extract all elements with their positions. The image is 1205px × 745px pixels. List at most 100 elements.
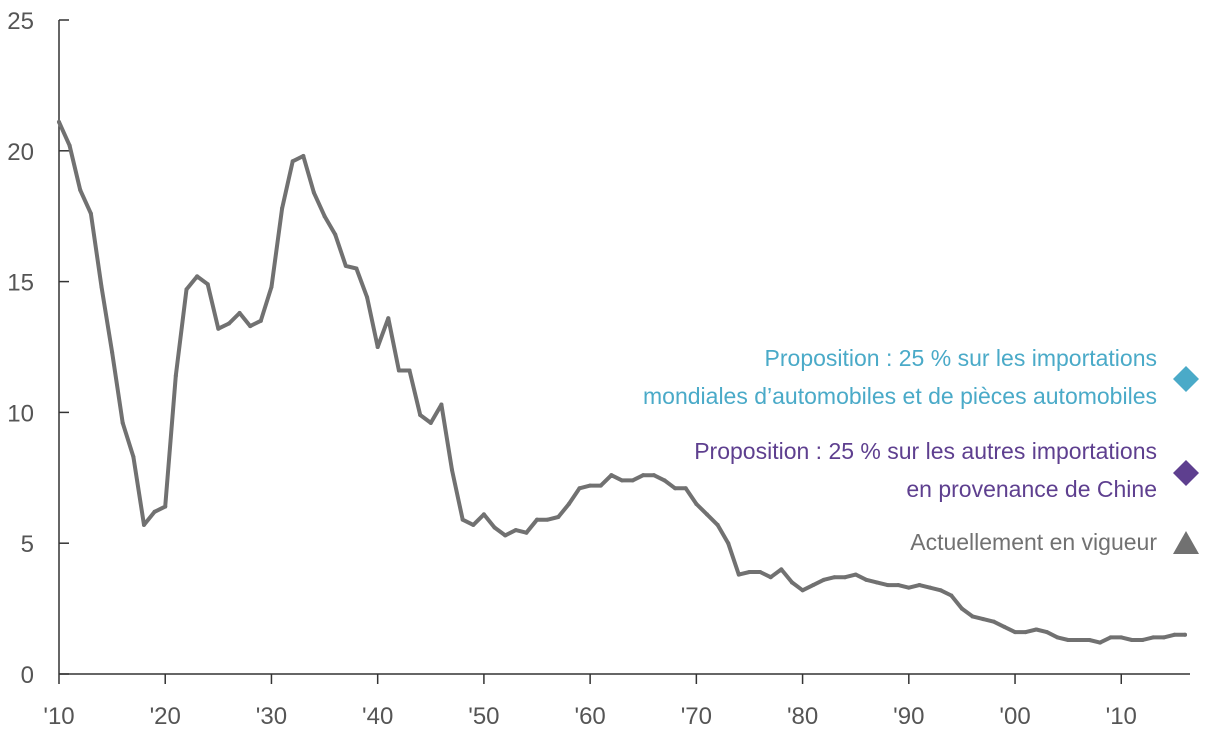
- data-point: [620, 478, 624, 483]
- data-point: [280, 206, 285, 211]
- data-point: [832, 575, 837, 580]
- data-point: [1002, 624, 1007, 629]
- data-point: [67, 143, 72, 148]
- data-point: [290, 159, 295, 164]
- data-point: [758, 569, 763, 574]
- data-point: [800, 588, 805, 593]
- annotation-world-autos-line-1: Proposition : 25 % sur les importations: [764, 345, 1157, 371]
- data-point: [673, 486, 678, 491]
- data-point: [333, 232, 338, 237]
- data-point: [173, 373, 178, 378]
- data-point: [811, 583, 816, 588]
- data-point: [715, 522, 720, 527]
- data-point: [78, 188, 83, 193]
- x-axis-ticks: '10 '20 '30 '40 '50 '60 '70 '80 '90 '00 '10: [43, 674, 1137, 730]
- data-point: [311, 190, 316, 195]
- data-point: [375, 345, 380, 349]
- y-tick-label: 5: [21, 531, 34, 558]
- data-point: [195, 274, 200, 279]
- data-point: [598, 483, 603, 488]
- data-point: [322, 214, 327, 219]
- data-point: [1098, 640, 1103, 645]
- x-tick-label: '70: [681, 703, 712, 730]
- data-point: [609, 473, 614, 478]
- data-point: [481, 512, 486, 517]
- data-point: [906, 585, 911, 590]
- data-point: [1076, 637, 1081, 642]
- data-point: [789, 580, 794, 585]
- data-point: [131, 454, 136, 459]
- data-point: [736, 572, 741, 577]
- data-point: [1151, 635, 1156, 640]
- data-point: [88, 211, 93, 216]
- data-point: [1129, 637, 1134, 642]
- data-point: [450, 467, 455, 472]
- data-point: [184, 287, 189, 292]
- data-point: [1013, 630, 1018, 635]
- data-point: [503, 533, 508, 538]
- data-point: [991, 619, 996, 624]
- diamond-marker-world-autos: [1173, 366, 1199, 392]
- annotation-china-imports: Proposition : 25 % sur les autres import…: [694, 432, 1157, 508]
- triangle-marker-current: [1173, 531, 1199, 554]
- data-point: [577, 486, 582, 491]
- data-point: [981, 617, 986, 622]
- annotation-current: Actuellement en vigueur: [910, 523, 1157, 561]
- data-point: [896, 583, 901, 588]
- data-point: [556, 515, 561, 520]
- data-point: [928, 585, 933, 590]
- data-point: [885, 583, 890, 588]
- data-point: [354, 266, 359, 271]
- x-tick-label: '10: [43, 703, 74, 730]
- data-point: [938, 588, 943, 593]
- data-point: [407, 368, 412, 373]
- data-point: [768, 575, 773, 580]
- data-point: [163, 504, 168, 509]
- data-point: [683, 486, 688, 491]
- data-point: [1023, 630, 1028, 635]
- data-point: [301, 154, 306, 159]
- data-point: [258, 318, 263, 323]
- data-point: [662, 478, 667, 483]
- data-point: [821, 577, 826, 582]
- annotation-world-autos: Proposition : 25 % sur les importations …: [643, 339, 1157, 415]
- y-tick-label: 25: [7, 8, 34, 35]
- data-point: [874, 580, 879, 585]
- data-point: [428, 420, 433, 425]
- data-point: [386, 316, 391, 321]
- data-point: [205, 282, 210, 287]
- data-point: [141, 522, 146, 527]
- data-point: [917, 583, 922, 588]
- series-layer: [57, 120, 1187, 645]
- x-tick-label: '30: [256, 703, 287, 730]
- data-point: [99, 284, 104, 289]
- data-point: [365, 295, 370, 300]
- data-point: [566, 501, 571, 506]
- data-point: [513, 528, 518, 533]
- data-point: [492, 525, 497, 530]
- data-point: [704, 512, 709, 517]
- x-tick-label: '80: [787, 703, 818, 730]
- data-point: [779, 567, 784, 572]
- data-point: [418, 413, 423, 418]
- data-point: [843, 575, 848, 580]
- data-point: [535, 517, 540, 522]
- y-tick-label: 0: [21, 662, 34, 689]
- data-point: [1161, 635, 1166, 640]
- data-point: [1055, 635, 1060, 640]
- data-point: [545, 517, 550, 522]
- data-point: [630, 478, 635, 483]
- data-point: [1183, 632, 1187, 637]
- data-point: [269, 284, 274, 289]
- data-point: [1087, 637, 1092, 642]
- data-point: [110, 350, 115, 355]
- data-point: [970, 614, 975, 619]
- data-point: [524, 530, 529, 535]
- data-point: [396, 368, 401, 373]
- data-point: [248, 324, 253, 329]
- data-point: [216, 326, 221, 331]
- data-point: [959, 606, 964, 611]
- data-point: [1140, 637, 1145, 642]
- data-point: [1044, 630, 1049, 635]
